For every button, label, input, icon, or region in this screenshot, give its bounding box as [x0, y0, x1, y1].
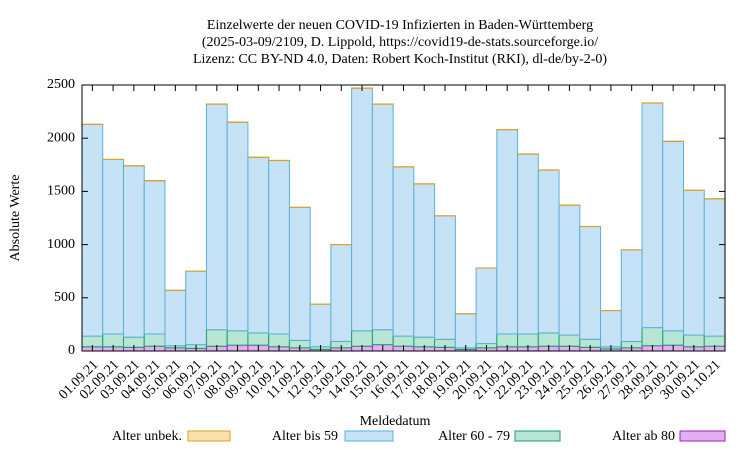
bar-segment [371, 103, 394, 331]
bar-segment [143, 333, 166, 347]
bar-segment [620, 249, 643, 342]
bar-segment [268, 160, 290, 335]
bar-segment [683, 334, 705, 348]
bar-segment [413, 183, 436, 338]
y-tick-label: 2500 [47, 77, 75, 92]
chart-title: Einzelwerte der neuen COVID-19 Infiziert… [207, 18, 593, 33]
bar-segment [371, 329, 394, 346]
y-tick-label: 500 [54, 290, 75, 305]
bar-segment [122, 165, 145, 338]
bar-segment [579, 226, 602, 340]
legend-label: Alter bis 59 [272, 429, 338, 444]
bar-segment [475, 267, 498, 345]
bar-segment [703, 198, 726, 337]
bar-segment [205, 329, 228, 347]
bar-segment [496, 333, 519, 348]
bar-segment [392, 335, 415, 347]
bar-segment [392, 166, 415, 337]
x-axis-label: Meldedatum [360, 414, 431, 429]
bar-segment [641, 102, 664, 329]
bar-segment [247, 332, 270, 346]
bar-segment [81, 123, 104, 337]
bar-segment [102, 333, 124, 348]
y-tick-label: 2000 [47, 130, 75, 145]
bar-segment [164, 289, 187, 347]
bar-segment [434, 215, 456, 340]
y-axis-label: Absolute Werte [8, 175, 23, 262]
bar-segment [683, 189, 705, 336]
chart-subtitle: Lizenz: CC BY-ND 4.0, Daten: Robert Koch… [193, 52, 607, 67]
bar-segment [558, 334, 581, 347]
legend-label: Alter 60 - 79 [438, 429, 510, 444]
bar-segment [185, 270, 207, 346]
legend-label: Alter ab 80 [612, 429, 675, 444]
legend-swatch [187, 430, 231, 442]
bar-segment [600, 310, 622, 348]
bar-segment [102, 158, 124, 335]
bar-segment [351, 87, 373, 332]
bar-segment [143, 180, 166, 335]
chart-subtitle: (2025-03-09/2109, D. Lippold, https://co… [202, 35, 598, 50]
legend-swatch [514, 430, 561, 442]
y-tick-label: 0 [68, 343, 75, 358]
bar-segment [517, 153, 539, 335]
bar-segment [205, 103, 228, 331]
y-tick-label: 1500 [47, 184, 75, 199]
bar-segment [288, 206, 311, 341]
bar-segment [662, 330, 685, 346]
bar-segment [226, 330, 249, 346]
legend-swatch [344, 430, 394, 442]
bar-segment [517, 333, 539, 348]
bar-segment [558, 204, 581, 336]
y-tick-label: 1000 [47, 237, 75, 252]
bar-segment [351, 330, 373, 347]
bar-segment [454, 313, 477, 349]
legend-label: Alter unbek. [112, 429, 182, 444]
bar-segment [268, 333, 290, 348]
bar-segment [226, 121, 249, 332]
bar-segment [703, 335, 726, 347]
bar-segment [496, 129, 519, 335]
bar-segment [537, 169, 560, 334]
bar-segment [662, 140, 685, 332]
bar-segment [537, 332, 560, 347]
legend-swatch [679, 430, 726, 442]
bar-segment [309, 303, 332, 348]
bar-segment [247, 156, 270, 334]
bar-segment [330, 244, 353, 342]
bar-segment [641, 327, 664, 347]
